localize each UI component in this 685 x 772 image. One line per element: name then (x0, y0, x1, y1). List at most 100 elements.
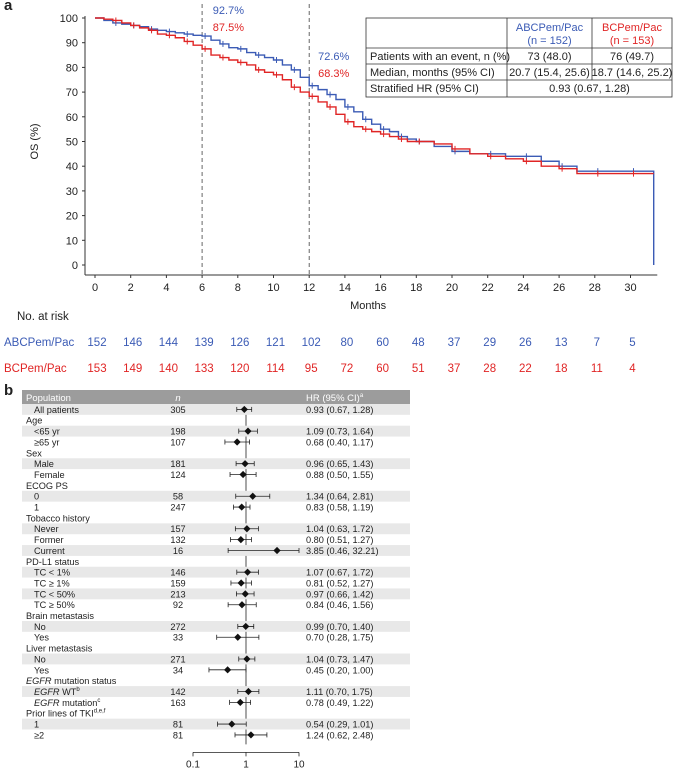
x-tick-label: 18 (410, 282, 422, 294)
at-risk-abc: 80 (341, 337, 354, 349)
x-tick-label: 22 (482, 282, 494, 294)
forest-row-band (22, 523, 410, 535)
forest-n: 92 (173, 600, 183, 610)
forest-label-text: Age (26, 416, 42, 426)
forest-row-label: All patients (34, 405, 79, 415)
forest-n: 107 (170, 437, 185, 447)
forest-row-label: EGFR WTb (34, 687, 80, 697)
forest-hr-text: 0.88 (0.50, 1.55) (306, 470, 373, 480)
forest-hr-text: 1.04 (0.63, 1.72) (306, 524, 373, 534)
at-risk-bc: 37 (448, 363, 461, 375)
forest-row-band (22, 566, 410, 578)
table-row-label: Patients with an event, n (%) (370, 51, 510, 63)
forest-row-label: Yes (34, 633, 49, 643)
forest-point-estimate (234, 633, 242, 641)
y-tick-label: 50 (66, 137, 78, 149)
forest-x-tick-label: 10 (293, 759, 305, 770)
forest-n: 163 (170, 698, 185, 708)
x-axis-label: Months (350, 300, 387, 312)
table-header-abc: ABCPem/Pac (516, 22, 584, 34)
forest-hr-text: 0.45 (0.20, 1.00) (306, 665, 373, 675)
table-border (365, 17, 673, 98)
at-risk-abc: 13 (555, 337, 568, 349)
at-risk-abc: 144 (159, 337, 179, 349)
forest-label-text: mutation status (54, 676, 117, 686)
forest-label-text: No (34, 654, 46, 664)
forest-label-text: Liver metastasis (26, 644, 93, 654)
forest-label-text: PD-L1 status (26, 557, 80, 567)
table-cell-abc: 20.7 (15.4, 25.6) (509, 67, 590, 79)
forest-label-text: TC ≥ 1% (34, 578, 70, 588)
x-tick-label: 12 (303, 282, 315, 294)
forest-point-estimate (238, 601, 246, 609)
forest-hr-text: 0.68 (0.40, 1.17) (306, 437, 373, 447)
forest-n: 305 (170, 405, 185, 415)
forest-label-text: 1 (34, 720, 39, 730)
forest-n: 33 (173, 633, 183, 643)
at-risk-abc: 146 (123, 337, 142, 349)
forest-hr-text: 0.54 (0.29, 1.01) (306, 720, 373, 730)
forest-row-label: ≥2 (34, 730, 44, 740)
forest-group-label: Tobacco history (26, 513, 90, 523)
forest-point-estimate (237, 536, 245, 544)
forest-row-label: TC ≥ 50% (34, 600, 75, 610)
forest-n: 132 (170, 535, 185, 545)
at-risk-bc: 60 (376, 363, 389, 375)
panel-b-label: b (4, 382, 14, 399)
table-header-bc-n: (n = 153) (610, 35, 654, 47)
forest-label-text: TC < 1% (34, 568, 70, 578)
at-risk-bc: 22 (519, 363, 532, 375)
forest-label-text: <65 yr (34, 427, 60, 437)
at-risk-bc: 28 (483, 363, 496, 375)
at-risk-bc: 120 (230, 363, 249, 375)
forest-row-label: No (34, 654, 46, 664)
forest-n: 81 (173, 730, 183, 740)
forest-group-label: Age (26, 416, 42, 426)
forest-n: 159 (170, 578, 185, 588)
forest-row-label: Never (34, 524, 59, 534)
forest-row-label: <65 yr (34, 427, 60, 437)
forest-label-italic: EGFR (26, 676, 54, 686)
forest-row-label: TC < 1% (34, 568, 70, 578)
forest-row-label: ≥65 yr (34, 437, 59, 447)
table-cell-bc: 76 (49.7) (610, 51, 654, 63)
at-risk-bc: 133 (195, 363, 214, 375)
at-risk-bc: 95 (305, 363, 318, 375)
forest-point-estimate (224, 666, 232, 674)
forest-hr-text: 1.07 (0.67, 1.72) (306, 568, 373, 578)
y-tick-label: 100 (60, 13, 78, 25)
x-tick-label: 4 (163, 282, 169, 294)
forest-hr-text: 0.96 (0.65, 1.43) (306, 459, 373, 469)
forest-point-estimate (247, 731, 255, 739)
forest-point-estimate (237, 579, 245, 587)
annotation-6mo-abc: 92.7% (213, 5, 244, 17)
forest-label-text: Tobacco history (26, 513, 90, 523)
forest-label-text: 0 (34, 492, 39, 502)
forest-row-band (22, 425, 410, 437)
forest-point-estimate (228, 720, 236, 728)
y-tick-label: 40 (66, 161, 78, 173)
forest-row-band (22, 458, 410, 470)
y-tick-label: 10 (66, 235, 78, 247)
x-tick-label: 10 (267, 282, 279, 294)
forest-point-estimate (243, 655, 251, 663)
at-risk-bc: 153 (87, 363, 106, 375)
summary-table: ABCPem/Pac(n = 152) BCPem/Pac(n = 153) Pat… (365, 17, 673, 98)
forest-n: 58 (173, 492, 183, 502)
forest-hr-text: 0.97 (0.66, 1.42) (306, 589, 373, 599)
forest-hr-text: 0.84 (0.46, 1.56) (306, 600, 373, 610)
forest-x-tick-label: 1 (243, 759, 249, 770)
forest-label-text: Brain metastasis (26, 611, 94, 621)
table-cell-hr: 0.93 (0.67, 1.28) (549, 83, 630, 95)
forest-n: 213 (170, 589, 185, 599)
at-risk-abc: 29 (483, 337, 496, 349)
at-risk-bc: 51 (412, 363, 425, 375)
forest-label-text: Male (34, 459, 54, 469)
forest-hr-text: 1.04 (0.73, 1.47) (306, 654, 373, 664)
forest-row-band (22, 718, 410, 730)
forest-row-label: EGFR mutationc (34, 698, 100, 708)
at-risk-abc: 48 (412, 337, 425, 349)
x-tick-label: 2 (128, 282, 134, 294)
forest-n: 142 (170, 687, 185, 697)
